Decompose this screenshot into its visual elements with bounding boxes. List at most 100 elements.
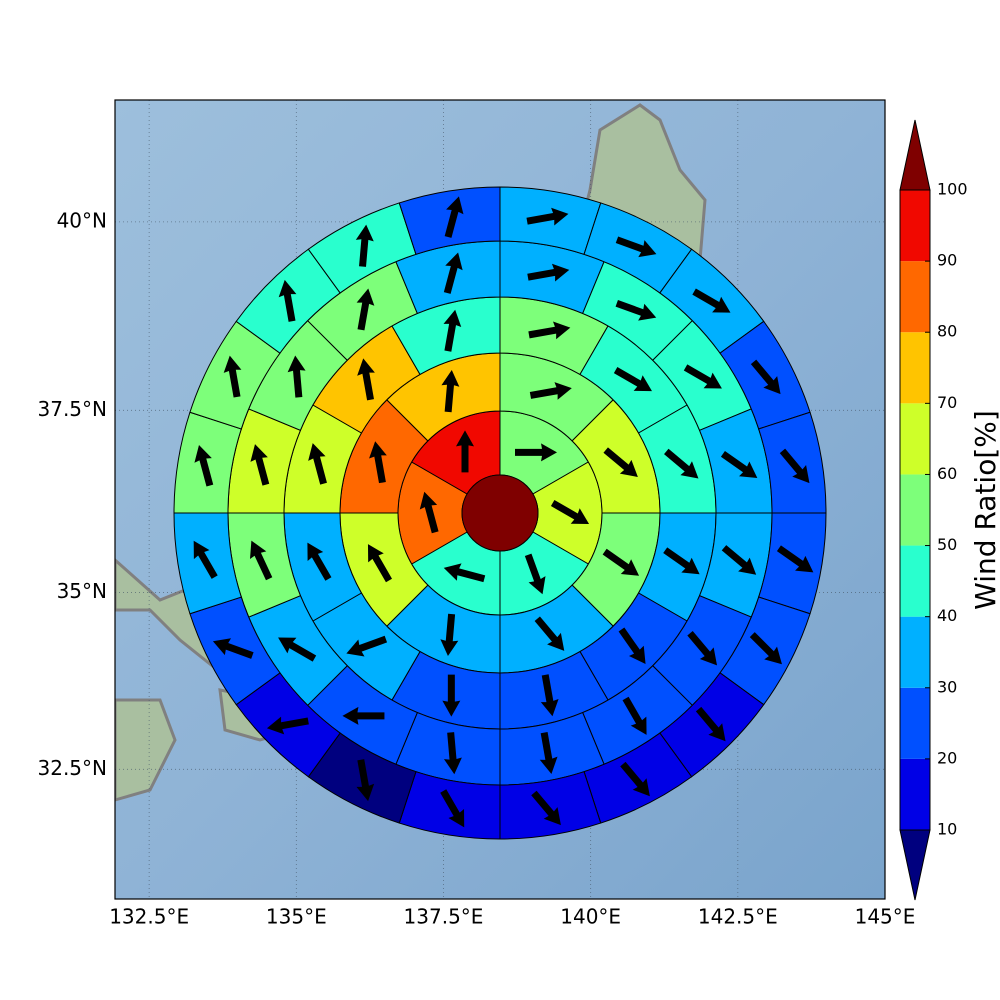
colorbar-frame (899, 189, 931, 831)
wind-arrow (440, 789, 465, 828)
wind-arrow (356, 288, 375, 331)
wind-arrow (779, 448, 810, 484)
wind-arrow (193, 540, 218, 579)
wind-arrow (249, 540, 273, 581)
wind-arrow (441, 370, 460, 413)
kyushu (115, 698, 177, 802)
wind-arrow (443, 732, 462, 775)
colorbar-segment (900, 332, 930, 404)
wind-arrow (287, 355, 306, 398)
colorbar-over (899, 119, 931, 191)
wind-arrow (367, 544, 393, 583)
colorbar-tick-label: 40 (937, 606, 957, 625)
wind-arrow (613, 367, 652, 392)
wind-arrow (527, 263, 570, 282)
y-tick-label: 40°N (57, 208, 107, 232)
colorbar-segment (900, 190, 930, 262)
colorbar-tick-label: 30 (937, 677, 957, 696)
wind-arrow (346, 635, 388, 657)
wind-arrow (602, 548, 640, 576)
wind-arrow (749, 632, 782, 665)
wind-arrow (356, 759, 375, 802)
wind-arrows (193, 196, 814, 828)
colorbar-under (899, 829, 931, 901)
wind-arrow (342, 706, 385, 725)
wind-arrow (355, 224, 374, 267)
x-tick-label: 137.5°E (404, 905, 484, 929)
wind-arrow (278, 279, 297, 322)
colorbar: 10 20 30 40 50 60 70 80 90 100 (899, 119, 968, 901)
wind-arrow (618, 627, 646, 664)
wind-arrow (266, 716, 309, 735)
wind-arrow (223, 355, 242, 398)
wind-arrow (526, 207, 569, 226)
y-tick-label: 37.5°N (38, 397, 108, 421)
colorbar-tick-label: 100 (937, 180, 968, 199)
wind-arrow (528, 321, 571, 340)
wind-arrow (663, 547, 700, 575)
wind-arrow (278, 637, 317, 662)
colorbar-tick-label: 80 (937, 322, 957, 341)
wind-arrow (683, 364, 722, 389)
y-tick-label: 35°N (57, 579, 107, 603)
x-tick-label: 145°E (855, 905, 916, 929)
colorbar-tick-label: 70 (937, 393, 957, 412)
wind-arrow (620, 761, 650, 797)
wind-cells (173, 186, 827, 840)
wind-arrow (750, 359, 781, 395)
wind-arrow (664, 448, 699, 479)
colorbar-tick-label: 20 (937, 748, 957, 767)
wind-arrow (529, 382, 572, 400)
y-tick-label: 32.5°N (38, 756, 108, 780)
colorbar-segment (900, 545, 930, 617)
x-tick-label: 142.5°E (698, 905, 778, 929)
wind-arrow (540, 674, 559, 717)
wind-arrow (440, 613, 459, 656)
wind-arrow (524, 553, 546, 595)
colorbar-tick-label: 60 (937, 464, 957, 483)
wind-arrow (534, 616, 565, 651)
map-frame (114, 99, 886, 900)
wind-arrow (687, 630, 718, 666)
wind-arrow (695, 706, 726, 742)
wind-arrow (603, 447, 638, 478)
wind-arrow (442, 674, 461, 717)
wind-arrow (443, 309, 462, 352)
wind-arrow (250, 444, 270, 486)
center-cell (461, 474, 539, 552)
wind-arrow (692, 288, 731, 313)
wind-arrow (212, 638, 254, 659)
colorbar-segment (900, 687, 930, 759)
wind-arrow (721, 545, 757, 575)
wind-arrow (456, 430, 474, 473)
x-tick-label: 132.5°E (109, 905, 189, 929)
colorbar-segment (900, 758, 930, 830)
wind-arrow (615, 236, 657, 258)
wind-arrow (419, 491, 439, 534)
wind-arrow (531, 790, 561, 826)
wind-arrow (444, 196, 464, 238)
x-tick-label: 140°E (560, 905, 621, 929)
wind-arrow (615, 299, 657, 321)
wind-arrow (307, 542, 332, 581)
axis-labels: 132.5°E 135°E 137.5°E 140°E 142.5°E 145°E 32.5… (38, 208, 916, 928)
wind-arrow (776, 545, 814, 573)
colorbar-segment (900, 474, 930, 546)
colorbar-tick-label: 50 (937, 535, 957, 554)
wind-arrow (550, 499, 590, 524)
wind-arrow (369, 441, 387, 484)
wind-arrow (622, 696, 647, 735)
wind-arrow (443, 563, 486, 583)
colorbar-tick-label: 10 (937, 820, 957, 839)
colorbar-label: Wind Ratio[%] (969, 410, 1000, 610)
wind-arrow (194, 444, 214, 487)
x-tick-label: 135°E (266, 905, 327, 929)
colorbar-tick-label: 90 (937, 251, 957, 270)
colorbar-segment (900, 261, 930, 333)
wind-arrow (357, 358, 375, 401)
colorbar-segment (900, 616, 930, 688)
colorbar-segment (900, 403, 930, 475)
wind-arrow (515, 443, 557, 462)
wind-arrow (539, 732, 558, 774)
